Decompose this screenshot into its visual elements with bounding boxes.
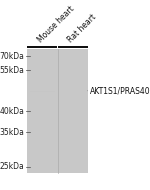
Text: 40kDa: 40kDa: [0, 107, 24, 116]
Bar: [27, 48, 88, 173]
Bar: [30, 91, 55, 92]
Bar: [30, 91, 55, 92]
Text: 25kDa: 25kDa: [0, 162, 24, 171]
Text: 70kDa: 70kDa: [0, 52, 24, 61]
Bar: [30, 91, 55, 92]
Text: 55kDa: 55kDa: [0, 66, 24, 75]
Text: Rat heart: Rat heart: [66, 12, 98, 44]
Text: AKT1S1/PRAS40: AKT1S1/PRAS40: [88, 86, 150, 95]
Text: 35kDa: 35kDa: [0, 128, 24, 137]
Bar: [27, 46, 57, 48]
Text: Mouse heart: Mouse heart: [36, 4, 76, 44]
Bar: [58, 46, 88, 48]
